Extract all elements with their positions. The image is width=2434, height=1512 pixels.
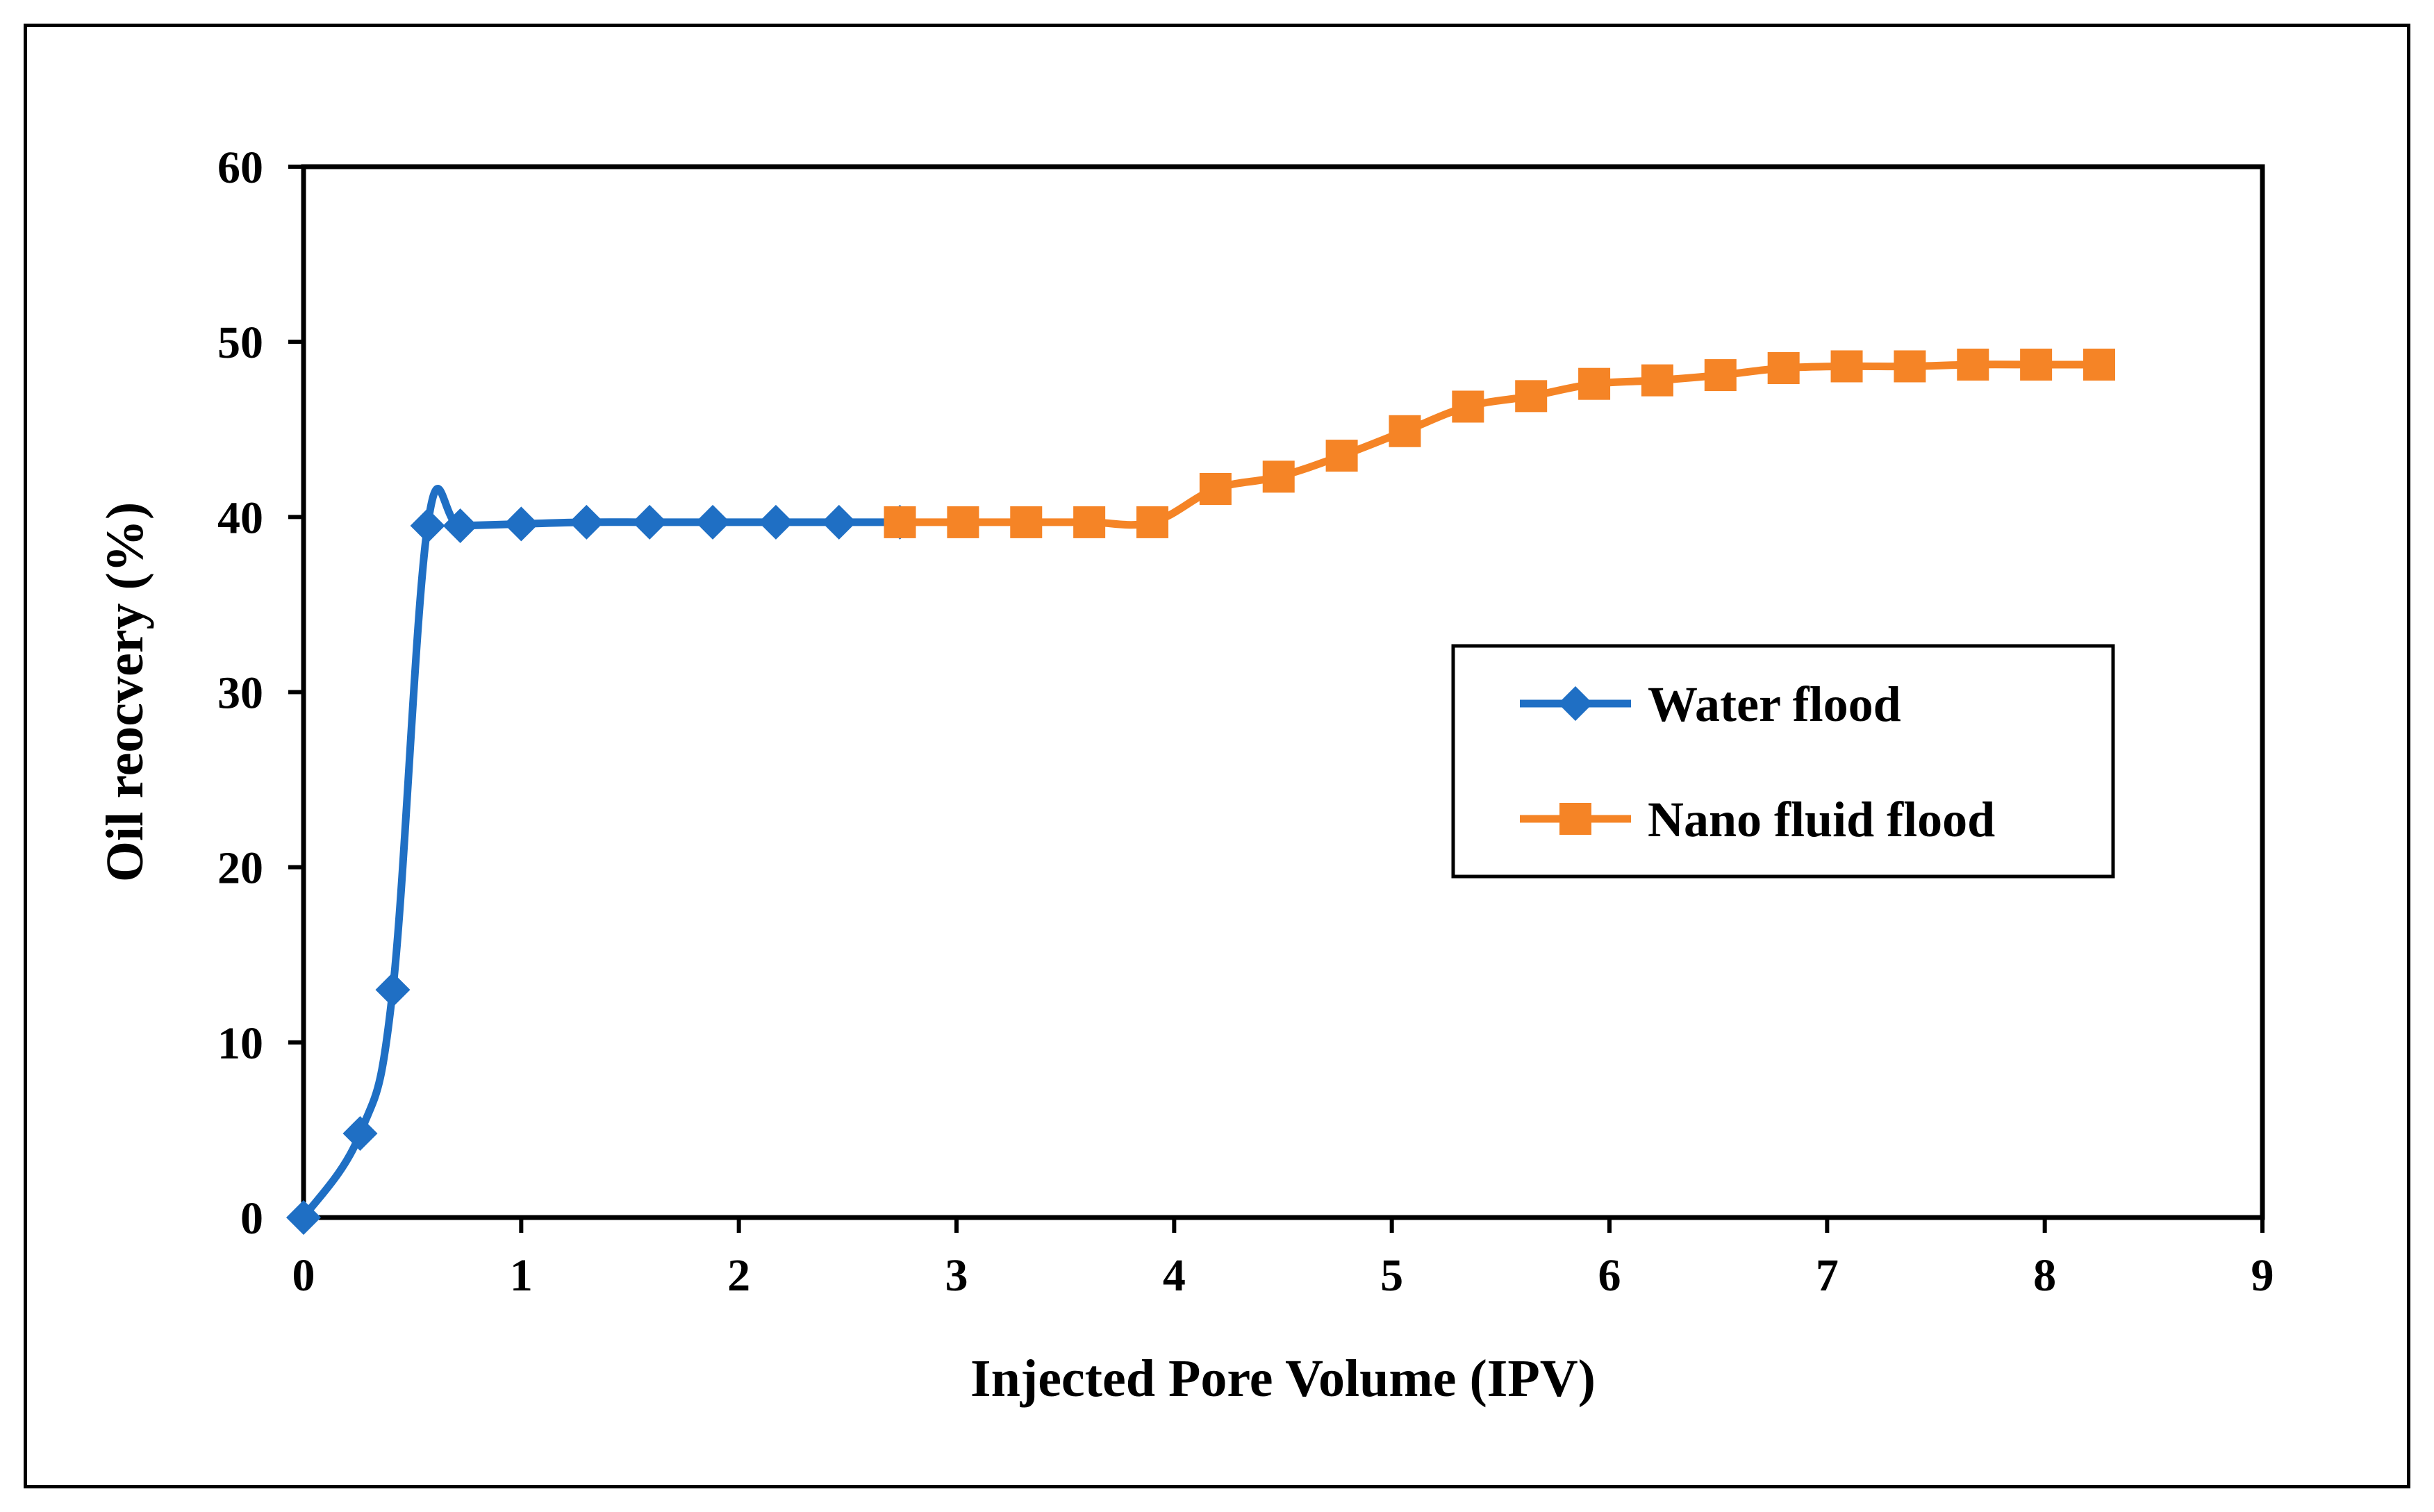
x-axis: 0 1 2 3 4 5 6 7 8 9 — [292, 1218, 2274, 1301]
series-layer — [286, 348, 2115, 1235]
y-tick-label: 30 — [217, 668, 263, 719]
data-point — [442, 508, 478, 543]
data-point — [286, 1200, 321, 1235]
data-point — [375, 972, 411, 1008]
data-point — [821, 504, 856, 540]
legend-label: Nano fluid flood — [1648, 792, 1995, 847]
x-tick-label: 4 — [1163, 1250, 1186, 1301]
data-point — [1704, 359, 1737, 392]
data-point — [1262, 460, 1295, 493]
data-point — [1325, 440, 1358, 472]
data-point — [1957, 348, 1989, 381]
data-point — [1767, 351, 1800, 384]
data-point — [1641, 364, 1673, 397]
series-water-flood — [286, 485, 918, 1235]
x-axis-title: Injected Pore Volume (IPV) — [970, 1349, 1596, 1408]
y-axis: 0 10 20 30 40 50 60 — [217, 142, 304, 1244]
y-tick-label: 40 — [217, 492, 263, 543]
x-tick-label: 0 — [292, 1250, 315, 1301]
data-point — [1578, 367, 1611, 400]
x-tick-label: 1 — [510, 1250, 533, 1301]
x-tick-label: 7 — [1816, 1250, 1839, 1301]
x-tick-label: 6 — [1598, 1250, 1621, 1301]
data-point — [947, 506, 979, 538]
y-tick-label: 10 — [217, 1018, 263, 1069]
data-point — [1073, 506, 1106, 538]
x-tick-label: 5 — [1380, 1250, 1403, 1301]
data-point — [410, 508, 445, 543]
data-point — [2020, 348, 2053, 381]
data-point — [504, 506, 539, 542]
data-point — [1452, 390, 1484, 423]
y-tick-label: 20 — [217, 843, 263, 894]
data-point — [569, 504, 604, 540]
x-tick-label: 3 — [945, 1250, 968, 1301]
legend-box — [1451, 644, 2115, 879]
data-point — [342, 1115, 378, 1151]
data-point — [2083, 348, 2115, 381]
y-axis-title: Oil reocvery (%) — [96, 502, 154, 882]
x-tick-label: 2 — [727, 1250, 750, 1301]
data-point — [1389, 415, 1421, 447]
data-point — [1199, 472, 1232, 505]
series-nano-fluid-flood — [884, 348, 2115, 538]
legend-swatch-marker — [1558, 686, 1593, 721]
data-point — [695, 504, 731, 540]
x-tick-label: 9 — [2251, 1250, 2274, 1301]
data-point — [758, 504, 793, 540]
legend-swatch-marker — [1559, 803, 1591, 835]
y-tick-label: 60 — [217, 142, 263, 193]
data-point — [1894, 350, 1926, 383]
legend-label: Water flood — [1648, 676, 1901, 732]
y-tick-label: 0 — [240, 1193, 263, 1244]
data-point — [884, 506, 916, 538]
data-point — [1830, 350, 1863, 383]
data-point — [632, 504, 668, 540]
data-point — [1136, 506, 1168, 538]
y-tick-label: 50 — [217, 317, 263, 368]
x-tick-label: 8 — [2033, 1250, 2056, 1301]
legend: Water flood Nano fluid flood — [1451, 644, 2115, 879]
data-point — [1515, 380, 1548, 413]
data-point — [1010, 506, 1043, 538]
